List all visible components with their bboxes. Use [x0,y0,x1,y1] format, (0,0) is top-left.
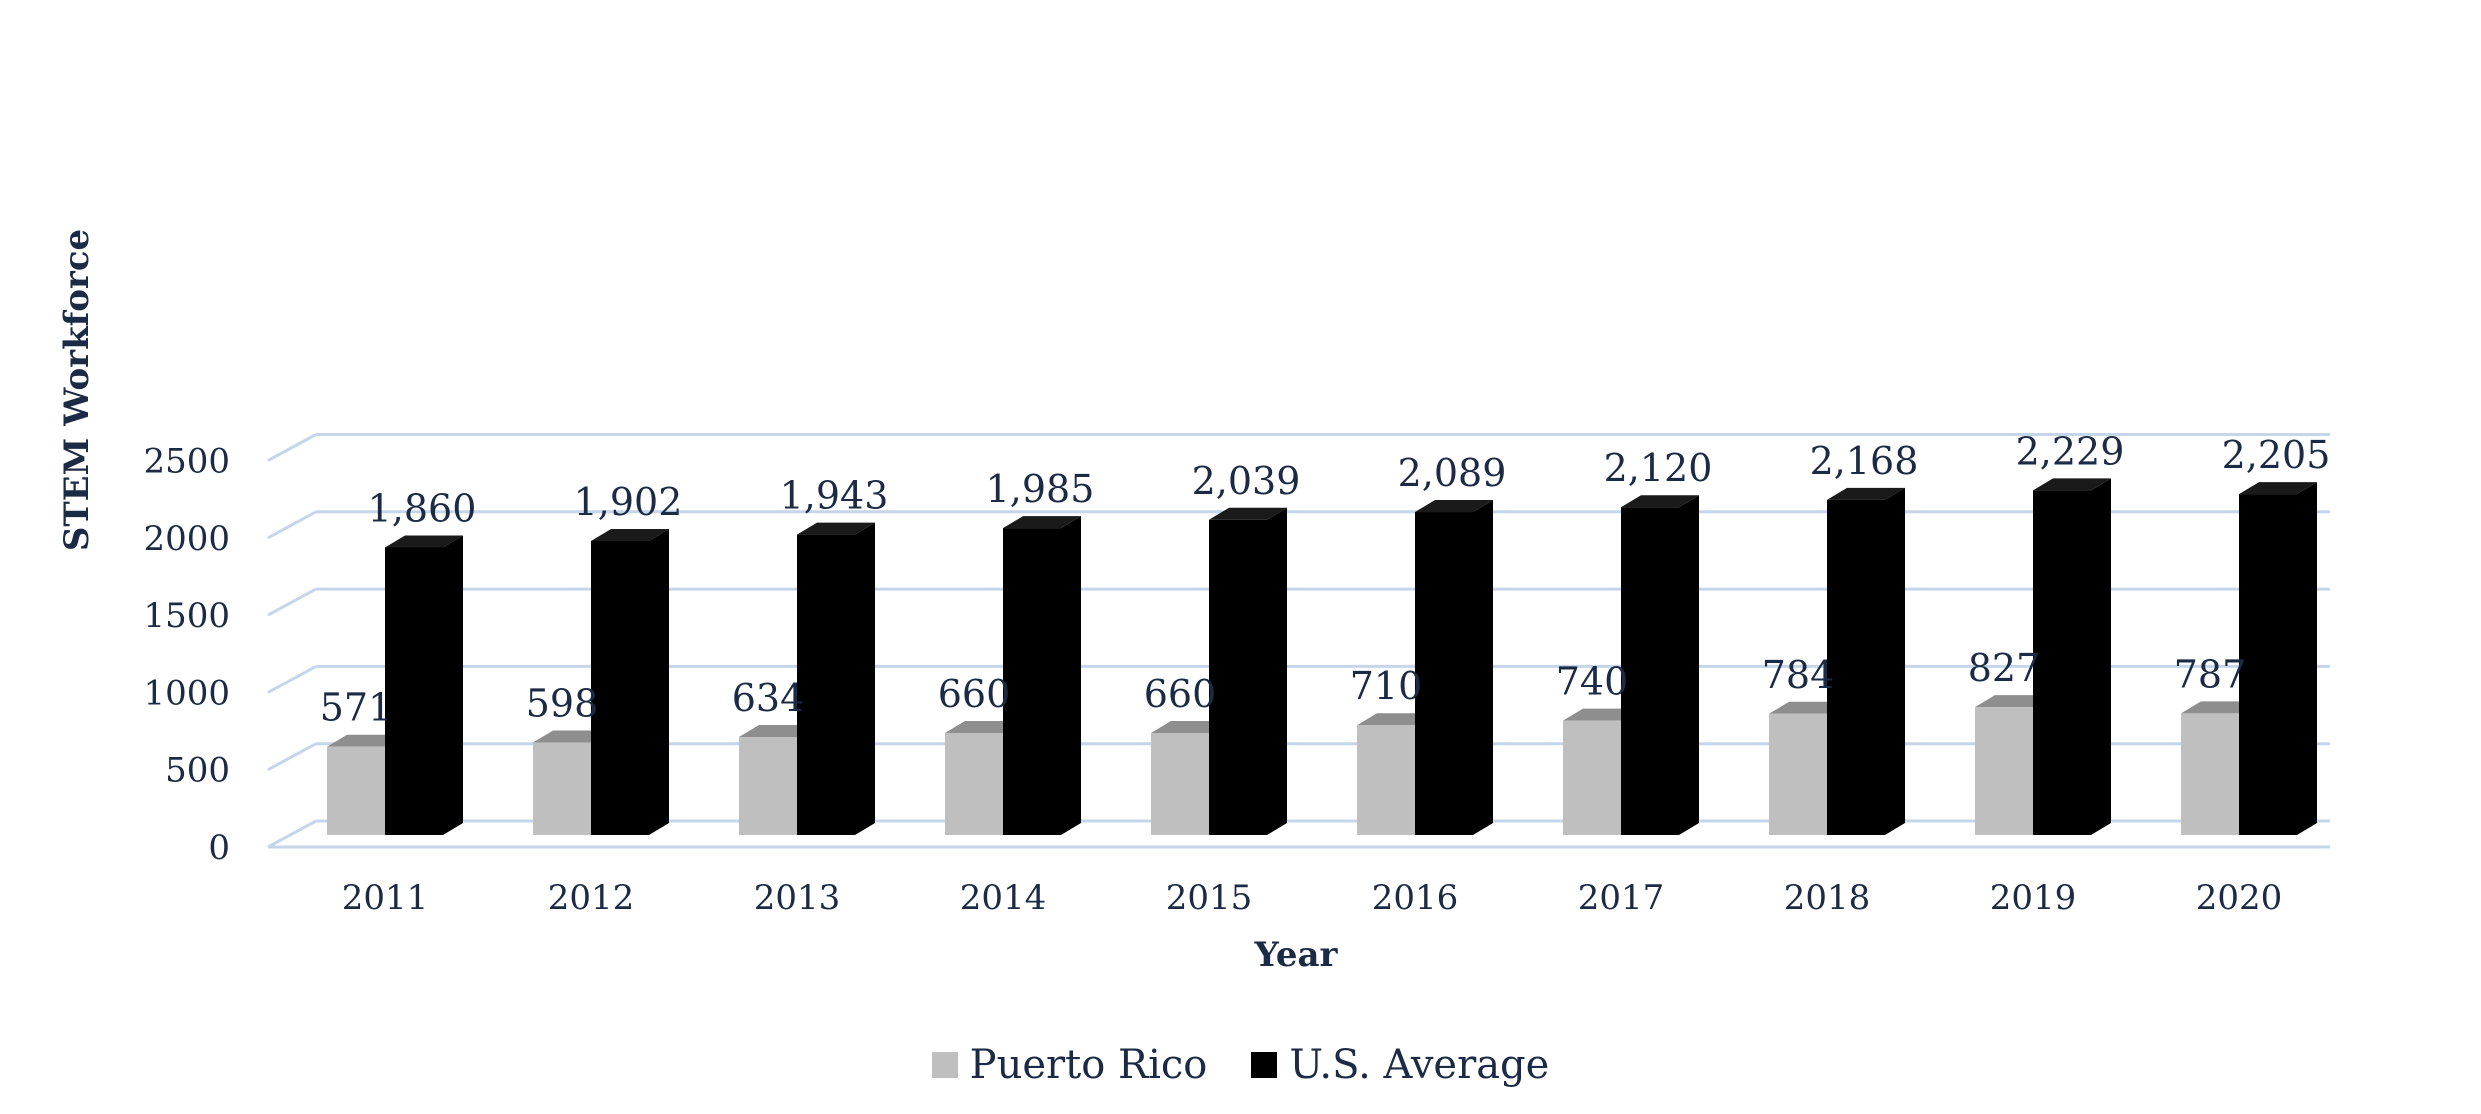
bar-us-average [591,540,649,835]
gridline-diagonal [267,742,317,772]
x-tick-label: 2014 [960,878,1047,918]
x-tick-label: 2013 [754,878,841,918]
data-label-puerto-rico: 660 [938,672,1011,716]
bar-top-us-average [1209,507,1287,520]
data-label-us-average: 2,168 [1810,439,1919,483]
data-label-us-average: 2,089 [1398,451,1507,495]
data-label-us-average: 2,205 [2222,433,2331,477]
bar-side-us-average [1885,487,1905,835]
gridline-diagonal [267,433,317,462]
gridline-diagonal [267,665,317,694]
bar-side-us-average [1061,516,1081,835]
bar-top-us-average [797,522,875,535]
data-label-puerto-rico: 740 [1556,660,1629,704]
bar-us-average [797,534,855,835]
legend-item-us-average: U.S. Average [1251,1042,1549,1088]
bar-side-us-average [855,522,875,835]
bar-puerto-rico [1769,713,1827,835]
bar-side-us-average [1679,495,1699,835]
x-tick-label: 2012 [548,878,635,918]
x-tick-label: 2019 [1990,878,2077,918]
bar-us-average [1827,499,1885,835]
bar-top-us-average [2033,478,2111,491]
x-tick-label: 2017 [1578,878,1665,918]
bar-us-average [2033,490,2091,835]
data-labels: 571 1,860 598 1,902 634 1,943 660 1,985 660 2,039… [320,429,2331,729]
data-label-us-average: 2,039 [1192,459,1301,503]
bar-top-us-average [591,528,669,541]
bar-side-us-average [1473,500,1493,835]
bar-puerto-rico [1563,720,1621,835]
data-label-puerto-rico: 784 [1762,653,1835,697]
bar-puerto-rico [739,736,797,835]
bars [327,478,2317,835]
bar-side-us-average [2297,482,2317,835]
data-label-us-average: 2,120 [1604,446,1713,490]
gridline-diagonal [267,819,317,849]
data-label-puerto-rico: 787 [2174,652,2247,696]
bar-us-average [1415,512,1473,835]
x-axis-ticks: 2011 2012 2013 2014 2015 2016 2017 2018 2019 2020 [342,878,2283,918]
gridline-diagonal [267,587,317,617]
legend-label-puerto-rico: Puerto Rico [969,1042,1208,1088]
bar-side-us-average [1267,507,1287,835]
data-label-puerto-rico: 660 [1144,672,1217,716]
y-axis-title: STEM Workforce [57,229,97,551]
data-label-us-average: 1,985 [986,467,1095,511]
bar-puerto-rico [1975,707,2033,835]
data-label-us-average: 1,902 [574,480,683,524]
y-tick-label: 1500 [143,596,230,636]
bar-top-us-average [385,535,463,548]
y-tick-label: 2000 [143,519,230,559]
bar-side-us-average [649,528,669,835]
bar-puerto-rico [327,746,385,835]
bar-us-average [1209,519,1267,835]
bar-side-us-average [2091,478,2111,835]
bar-puerto-rico [1357,725,1415,835]
data-label-us-average: 2,229 [2016,429,2125,473]
bar-top-us-average [1003,516,1081,529]
x-tick-label: 2016 [1372,878,1459,918]
legend-label-us-average: U.S. Average [1289,1042,1550,1088]
x-tick-label: 2011 [342,878,429,918]
data-label-us-average: 1,943 [780,474,889,518]
data-label-puerto-rico: 634 [732,676,805,720]
data-label-us-average: 1,860 [368,486,477,530]
y-axis-ticks: 0 500 1000 1500 2000 2500 [143,442,230,869]
legend-item-puerto-rico: Puerto Rico [931,1042,1208,1088]
bar-top-us-average [1621,495,1699,508]
x-tick-label: 2015 [1166,878,1253,918]
y-tick-label: 0 [208,828,230,868]
bar-side-us-average [443,535,463,835]
bar-puerto-rico [1151,732,1209,835]
bar-us-average [385,547,443,835]
legend: Puerto Rico U.S. Average [0,1042,2481,1088]
data-label-puerto-rico: 598 [526,682,599,726]
bar-top-us-average [2239,482,2317,495]
y-tick-label: 500 [165,751,230,791]
legend-swatch-puerto-rico [931,1052,958,1078]
data-label-puerto-rico: 710 [1350,664,1423,708]
y-tick-label: 2500 [143,442,230,482]
bar-puerto-rico [2181,713,2239,835]
bar-puerto-rico [533,742,591,835]
bar-us-average [1003,528,1061,835]
x-axis-title: Year [1254,935,1339,975]
bar-puerto-rico [945,732,1003,835]
legend-swatch-us-average [1251,1052,1278,1078]
bar-us-average [2239,494,2297,835]
x-tick-label: 2020 [2196,878,2283,918]
data-label-puerto-rico: 571 [320,686,393,730]
x-tick-label: 2018 [1784,878,1871,918]
gridline-diagonal [267,510,317,540]
bar-top-us-average [1415,500,1493,513]
bar-top-us-average [1827,487,1905,500]
data-label-puerto-rico: 827 [1968,646,2041,690]
bar-us-average [1621,507,1679,835]
y-tick-label: 1000 [143,673,230,713]
